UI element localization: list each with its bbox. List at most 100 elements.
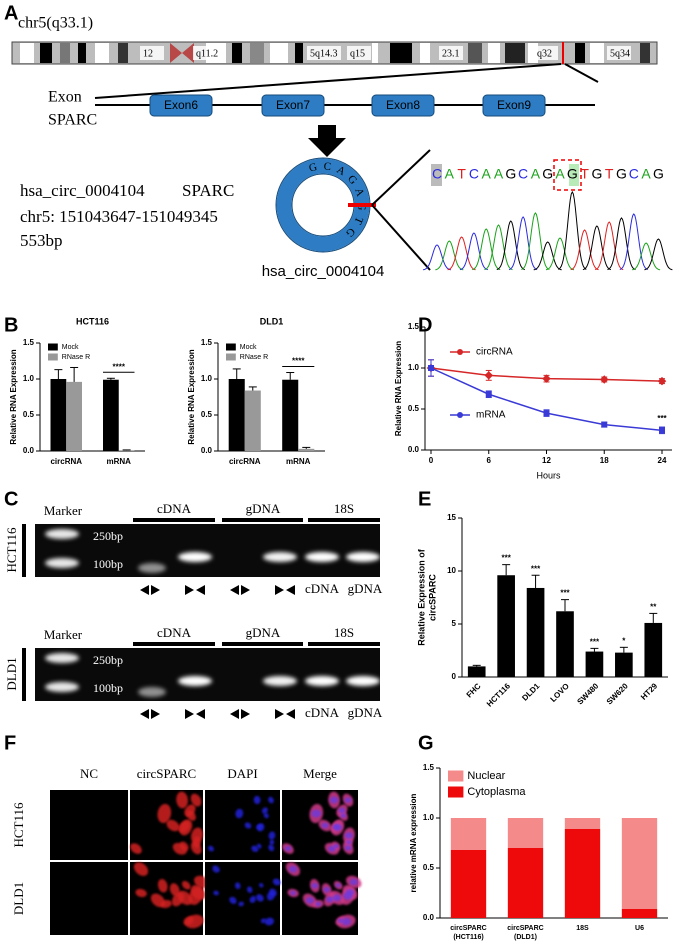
panel-label: D — [418, 314, 432, 336]
marker — [601, 421, 608, 428]
cell — [269, 839, 275, 846]
band-label-bg — [534, 46, 558, 60]
x-tick-label: 18 — [600, 456, 609, 465]
chromatogram-peak — [521, 212, 550, 270]
x-tick-label: DLD1 — [520, 681, 542, 703]
gel-band — [305, 552, 339, 562]
nucleus — [335, 883, 341, 888]
link-line — [371, 149, 431, 206]
legend-label: Mock — [240, 344, 257, 351]
cell — [157, 879, 168, 893]
nucleus — [332, 894, 342, 902]
cell — [238, 901, 244, 907]
sequence-letter: G — [616, 166, 627, 182]
bar — [298, 448, 315, 451]
nucleus — [328, 845, 336, 852]
significance: **** — [113, 362, 126, 371]
y-tick-label: 15 — [447, 513, 456, 522]
y-tick-label: 1.5 — [201, 338, 213, 347]
chromatogram-peak — [619, 213, 649, 271]
marker — [428, 365, 434, 371]
nucleus — [344, 797, 352, 803]
x-tick-label: SW620 — [605, 681, 630, 706]
panel-label: E — [418, 488, 431, 510]
chromatogram-peak — [435, 240, 464, 271]
exon — [261, 94, 325, 117]
bar — [507, 848, 544, 918]
band-label: 12 — [143, 48, 153, 59]
cell — [246, 886, 253, 893]
nucleus — [344, 832, 354, 839]
legend-swatch — [448, 786, 464, 798]
nucleus — [326, 896, 334, 903]
significance: *** — [531, 564, 541, 573]
sequence-letter: G — [591, 166, 602, 182]
nucleus — [305, 897, 314, 904]
ideogram-band — [118, 43, 128, 63]
cell — [208, 845, 214, 852]
circ-length: 553bp — [20, 231, 63, 250]
ideogram-band — [95, 43, 109, 63]
cell — [160, 899, 172, 909]
sequence-letter: T — [605, 166, 614, 182]
marker — [542, 374, 551, 383]
lane-label: gDNA — [348, 581, 383, 596]
cell — [172, 842, 187, 855]
bar — [621, 818, 658, 909]
circ-inner — [291, 173, 355, 237]
legend-label: RNase R — [240, 354, 268, 361]
cell — [135, 888, 147, 898]
sequence-letter: C — [469, 166, 479, 182]
sequence-letter: A — [494, 166, 504, 182]
x-tick-label: 6 — [487, 456, 492, 465]
chromatogram-peak — [558, 190, 587, 270]
circle-letter: G — [308, 161, 319, 175]
y-tick-label: 0.5 — [23, 410, 35, 419]
x-tick-label: mRNA — [107, 457, 132, 466]
size-label: 250bp — [93, 529, 123, 543]
junction-box — [553, 159, 582, 191]
cell — [157, 803, 172, 824]
sequence-letter: A — [641, 166, 651, 182]
exon — [371, 94, 435, 117]
sequence-letter: A — [445, 166, 455, 182]
exon-label: Exon8 — [386, 98, 420, 112]
cell — [263, 812, 269, 819]
nucleus — [338, 807, 346, 814]
chromatogram-peak — [422, 244, 452, 271]
legend-swatch — [226, 343, 236, 351]
chromatogram-peak — [484, 224, 513, 271]
column-label: circSPARC — [137, 766, 196, 781]
cell-line-bar — [22, 524, 26, 577]
ideogram-band — [468, 43, 482, 63]
band-label-bg — [347, 46, 371, 60]
gel-band — [45, 682, 79, 692]
chromosome-label: chr5(q33.1) — [18, 15, 93, 32]
group-bar — [222, 642, 303, 646]
y-axis-label: Relative RNA Expression — [394, 341, 403, 436]
bar — [228, 379, 245, 451]
nucleus — [284, 845, 292, 852]
column-label: DAPI — [227, 766, 257, 781]
primer-divergent — [230, 585, 250, 595]
y-tick-label: 0.5 — [408, 404, 420, 413]
circ-position: chr5: 151043647-151049345 — [20, 207, 218, 226]
x-tick-label: SW480 — [575, 681, 600, 706]
group-label: 18S — [334, 625, 354, 640]
y-tick-label: 1.5 — [23, 338, 35, 347]
chart-title: DLD1 — [260, 316, 284, 326]
cell — [272, 878, 281, 886]
bar — [282, 379, 299, 451]
bar — [497, 575, 515, 677]
y-tick-label: 10 — [447, 566, 456, 575]
legend-label: circRNA — [476, 347, 513, 358]
nucleus — [288, 865, 298, 873]
cell — [257, 823, 265, 832]
gel — [35, 648, 380, 701]
y-tick-label: 0.5 — [201, 410, 213, 419]
band-label-bg — [307, 46, 341, 60]
sequence-letter: T — [457, 166, 466, 182]
panel-label: F — [4, 732, 16, 754]
marker — [657, 376, 667, 386]
gel-band — [138, 687, 166, 697]
